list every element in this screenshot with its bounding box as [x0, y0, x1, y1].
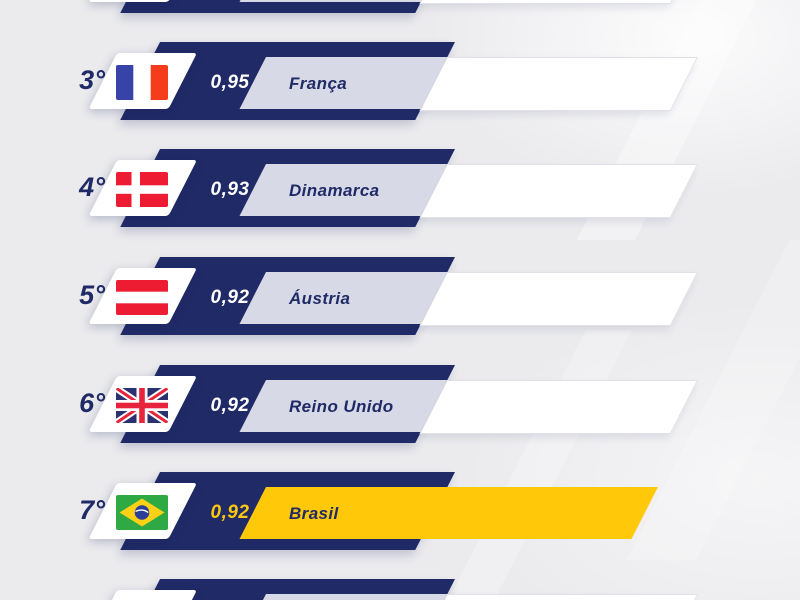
rank-label: 6°	[79, 388, 105, 418]
row-track	[419, 380, 698, 434]
ranking-row-partial-top	[0, 0, 800, 13]
rank-label: 3°	[79, 65, 105, 95]
score-value: 0,93	[210, 179, 250, 200]
country-name: Reino Unido	[289, 397, 394, 416]
row-track	[419, 594, 698, 600]
austria-flag-icon	[116, 280, 168, 315]
country-name: Dinamarca	[289, 181, 380, 200]
row-track	[419, 272, 698, 326]
rank-label: 4°	[79, 172, 105, 202]
uk-flag-icon	[116, 388, 168, 423]
ranking-row-3: 3° 0,95 França	[0, 42, 800, 120]
ranking-row-4: 4° 0,93 Dinamarca	[0, 149, 800, 227]
country-name: Brasil	[289, 504, 339, 523]
france-flag-icon	[116, 65, 168, 100]
row-track	[419, 0, 698, 4]
country-name: França	[289, 74, 348, 93]
rank-label: 7°	[79, 495, 105, 525]
flag-card	[88, 590, 197, 600]
ranking-row-7-highlighted: 7° 0,92 Brasil	[0, 472, 800, 550]
ranking-row-partial-bottom	[0, 579, 800, 600]
score-value: 0,92	[210, 395, 250, 416]
score-value: 0,95	[210, 72, 250, 93]
country-name-segment	[239, 594, 447, 600]
rank-label: 5°	[79, 280, 105, 310]
score-value: 0,92	[210, 502, 250, 523]
brazil-flag-icon	[116, 495, 168, 530]
country-name: Áustria	[289, 289, 351, 308]
row-track	[419, 164, 698, 218]
row-track	[419, 57, 698, 111]
ranking-row-5: 5° 0,92 Áustria	[0, 257, 800, 335]
ranking-row-6: 6° 0,92 Reino Unido	[0, 365, 800, 443]
score-value: 0,92	[210, 287, 250, 308]
country-name-segment	[239, 0, 447, 2]
denmark-flag-icon	[116, 172, 168, 207]
